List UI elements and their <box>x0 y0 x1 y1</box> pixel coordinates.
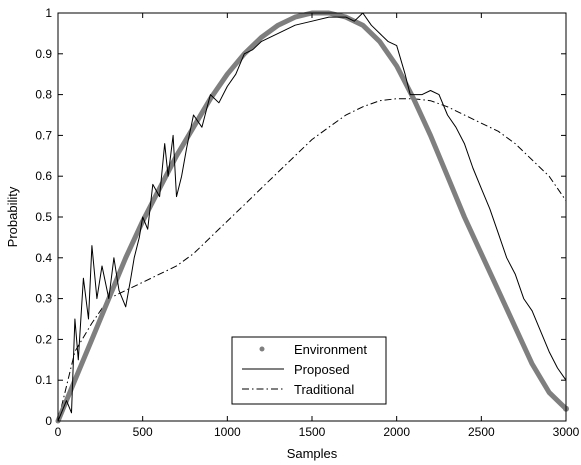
y-tick-label: 0.8 <box>35 88 52 102</box>
y-tick-label: 0.6 <box>35 169 52 183</box>
legend-label-traditional: Traditional <box>294 382 354 397</box>
x-tick-label: 3000 <box>553 425 580 439</box>
x-tick-label: 0 <box>55 425 62 439</box>
x-tick-label: 1500 <box>299 425 326 439</box>
legend: Environment Proposed Traditional <box>231 336 387 405</box>
x-tick-label: 1000 <box>214 425 241 439</box>
y-tick-label: 0.1 <box>35 373 52 387</box>
legend-label-proposed: Proposed <box>294 362 350 377</box>
x-axis-label: Samples <box>287 446 338 461</box>
series-line-proposed <box>57 12 567 422</box>
y-axis-label: Probability <box>5 186 20 247</box>
legend-box <box>231 336 387 405</box>
x-tick-label: 2000 <box>383 425 410 439</box>
y-tick-label: 0.4 <box>35 251 52 265</box>
y-tick-label: 0.7 <box>35 128 52 142</box>
x-tick-label: 500 <box>133 425 153 439</box>
y-tick-label: 1 <box>45 6 52 20</box>
x-tick-label: 2500 <box>468 425 495 439</box>
legend-marker-environment <box>259 346 265 352</box>
y-tick-label: 0.2 <box>35 332 52 346</box>
y-tick-label: 0.9 <box>35 47 52 61</box>
axis-ticks: 0 500 1000 1500 2000 2500 3000 0 0.1 0.2 0.3 0.4 0.5… <box>35 6 579 439</box>
y-tick-label: 0 <box>45 414 52 428</box>
y-tick-label: 0.5 <box>35 210 52 224</box>
legend-label-environment: Environment <box>294 342 367 357</box>
y-tick-label: 0.3 <box>35 292 52 306</box>
series-line-traditional <box>57 98 567 422</box>
